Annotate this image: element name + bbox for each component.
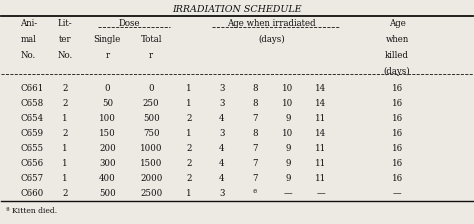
Text: No.: No.: [20, 51, 36, 60]
Text: 16: 16: [392, 114, 403, 123]
Text: 7: 7: [252, 144, 258, 153]
Text: C655: C655: [20, 144, 43, 153]
Text: 2: 2: [186, 159, 191, 168]
Text: 11: 11: [315, 174, 327, 183]
Text: 3: 3: [219, 99, 225, 108]
Text: killed: killed: [385, 51, 409, 60]
Text: 0: 0: [105, 84, 110, 93]
Text: 1500: 1500: [140, 159, 163, 168]
Text: C656: C656: [20, 159, 43, 168]
Text: 1: 1: [62, 144, 68, 153]
Text: 500: 500: [99, 189, 116, 198]
Text: —: —: [393, 189, 401, 198]
Text: 750: 750: [143, 129, 160, 138]
Text: 2500: 2500: [140, 189, 163, 198]
Text: 3: 3: [219, 84, 225, 93]
Text: mal: mal: [20, 35, 36, 44]
Text: 11: 11: [315, 144, 327, 153]
Text: IRRADIATION SCHEDULE: IRRADIATION SCHEDULE: [172, 5, 302, 14]
Text: ter: ter: [59, 35, 71, 44]
Text: 4: 4: [219, 159, 225, 168]
Text: 14: 14: [315, 99, 327, 108]
Text: 1: 1: [186, 99, 192, 108]
Text: 250: 250: [143, 99, 160, 108]
Text: Single: Single: [94, 35, 121, 44]
Text: 300: 300: [99, 159, 116, 168]
Text: 9: 9: [285, 144, 291, 153]
Text: C660: C660: [20, 189, 44, 198]
Text: 7: 7: [252, 114, 258, 123]
Text: 9: 9: [285, 114, 291, 123]
Text: —: —: [283, 189, 292, 198]
Text: 200: 200: [99, 144, 116, 153]
Text: (days): (days): [258, 35, 285, 44]
Text: 1: 1: [62, 159, 68, 168]
Text: 4: 4: [219, 114, 225, 123]
Text: —: —: [317, 189, 325, 198]
Text: Age when irradiated: Age when irradiated: [227, 19, 316, 28]
Text: 4: 4: [219, 144, 225, 153]
Text: 3: 3: [219, 189, 225, 198]
Text: 3: 3: [219, 129, 225, 138]
Text: C657: C657: [20, 174, 43, 183]
Text: 7: 7: [252, 159, 258, 168]
Text: r: r: [105, 51, 109, 60]
Text: 1: 1: [186, 129, 192, 138]
Text: Lit-: Lit-: [58, 19, 73, 28]
Text: 2: 2: [62, 129, 68, 138]
Text: 2: 2: [186, 144, 191, 153]
Text: C654: C654: [20, 114, 43, 123]
Text: 2: 2: [62, 99, 68, 108]
Text: Total: Total: [140, 35, 162, 44]
Text: (days): (days): [384, 67, 410, 76]
Text: 1: 1: [186, 189, 192, 198]
Text: 16: 16: [392, 84, 403, 93]
Text: 0: 0: [148, 84, 154, 93]
Text: 100: 100: [99, 114, 116, 123]
Text: 9: 9: [285, 159, 291, 168]
Text: 1: 1: [186, 84, 192, 93]
Text: 1: 1: [62, 174, 68, 183]
Text: Ani-: Ani-: [20, 19, 37, 28]
Text: 1: 1: [62, 114, 68, 123]
Text: r: r: [149, 51, 153, 60]
Text: 400: 400: [99, 174, 116, 183]
Text: 2000: 2000: [140, 174, 163, 183]
Text: 2: 2: [186, 114, 191, 123]
Text: 8: 8: [252, 84, 258, 93]
Text: 10: 10: [282, 129, 293, 138]
Text: 2: 2: [62, 84, 68, 93]
Text: 10: 10: [282, 84, 293, 93]
Text: 9: 9: [285, 174, 291, 183]
Text: 16: 16: [392, 99, 403, 108]
Text: C658: C658: [20, 99, 44, 108]
Text: 50: 50: [102, 99, 113, 108]
Text: 16: 16: [392, 159, 403, 168]
Text: 8: 8: [252, 99, 258, 108]
Text: 1000: 1000: [140, 144, 163, 153]
Text: 10: 10: [282, 99, 293, 108]
Text: 14: 14: [315, 129, 327, 138]
Text: C661: C661: [20, 84, 44, 93]
Text: 16: 16: [392, 129, 403, 138]
Text: 16: 16: [392, 144, 403, 153]
Text: Age: Age: [389, 19, 406, 28]
Text: ª: ª: [253, 189, 257, 198]
Text: 500: 500: [143, 114, 160, 123]
Text: C659: C659: [20, 129, 43, 138]
Text: ª Kitten died.: ª Kitten died.: [6, 207, 57, 215]
Text: 2: 2: [62, 189, 68, 198]
Text: Dose: Dose: [118, 19, 140, 28]
Text: 11: 11: [315, 114, 327, 123]
Text: when: when: [385, 35, 409, 44]
Text: 2: 2: [186, 174, 191, 183]
Text: 16: 16: [392, 174, 403, 183]
Text: 11: 11: [315, 159, 327, 168]
Text: 150: 150: [99, 129, 116, 138]
Text: No.: No.: [57, 51, 73, 60]
Text: 7: 7: [252, 174, 258, 183]
Text: 14: 14: [315, 84, 327, 93]
Text: 8: 8: [252, 129, 258, 138]
Text: 4: 4: [219, 174, 225, 183]
